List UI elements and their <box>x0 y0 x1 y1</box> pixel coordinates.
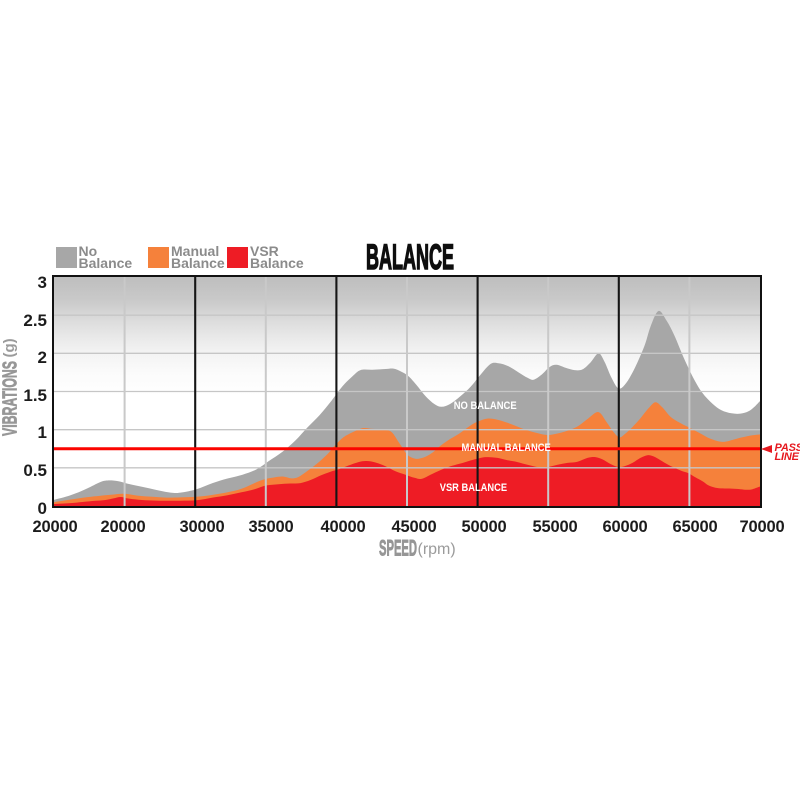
svg-text:VIBRATIONS: VIBRATIONS <box>0 361 22 436</box>
svg-text:SPEED: SPEED <box>379 537 417 561</box>
svg-text:VSR BALANCE: VSR BALANCE <box>439 482 506 494</box>
svg-text:NO BALANCE: NO BALANCE <box>453 400 516 412</box>
svg-text:BALANCE: BALANCE <box>366 242 454 276</box>
svg-text:(g): (g) <box>1 338 18 357</box>
svg-text:MANUAL BALANCE: MANUAL BALANCE <box>461 442 550 454</box>
